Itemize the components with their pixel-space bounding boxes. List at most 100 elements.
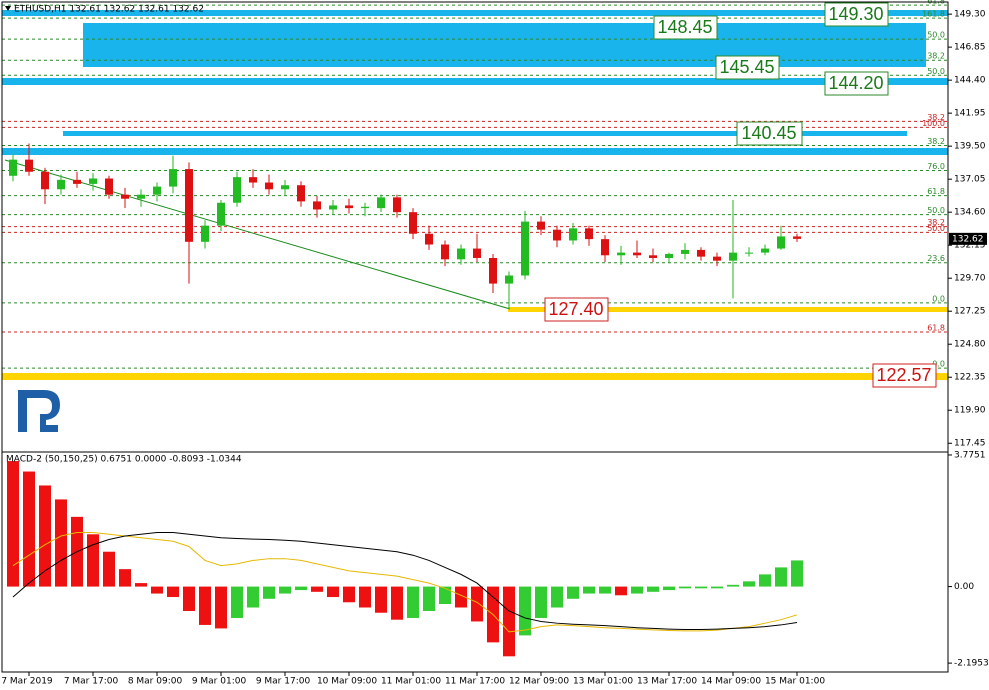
- candle-body: [393, 197, 401, 213]
- candle-body: [345, 205, 353, 209]
- histogram-bar: [199, 586, 211, 625]
- histogram-bar: [103, 551, 115, 587]
- candle-body: [585, 228, 593, 240]
- histogram-bar: [327, 586, 339, 598]
- candle-body: [409, 212, 417, 234]
- level-label: 61.8: [927, 323, 945, 332]
- candle-body: [217, 202, 225, 226]
- histogram-bar: [407, 586, 419, 618]
- candle-body: [153, 186, 161, 195]
- histogram-bar: [535, 586, 547, 618]
- y-tick-label: 119.90: [954, 406, 986, 416]
- zone: [63, 131, 907, 136]
- chart-title: ETHUSD,H1 132.61 132.62 132.61 132.62: [14, 5, 204, 15]
- y-tick-label: 0.00: [954, 582, 974, 592]
- candle-body: [313, 201, 321, 210]
- macd-line: [12, 532, 798, 630]
- candle-body: [41, 171, 49, 190]
- annotation: 140.45: [741, 123, 796, 143]
- histogram-bar: [711, 586, 723, 589]
- zone: [2, 78, 948, 85]
- logo: [18, 390, 60, 432]
- levels: 61.8161.850.038.250.038.2100.038.276.061…: [2, 0, 948, 369]
- x-tick-label: 13 Mar 01:00: [573, 677, 633, 687]
- histogram-bar: [567, 586, 579, 599]
- candle-body: [89, 178, 97, 184]
- level-label: 38.2: [927, 52, 945, 61]
- histogram-bar: [455, 586, 467, 608]
- level-label: 50.0: [927, 206, 945, 215]
- y-tick-label: -2.1953: [954, 659, 989, 669]
- candle-body: [297, 185, 305, 202]
- x-tick-label: 15 Mar 01:00: [765, 677, 825, 687]
- candle-body: [9, 159, 17, 176]
- candle-body: [617, 252, 625, 256]
- level-label: 161.8: [922, 10, 945, 19]
- histogram-bar: [775, 567, 787, 587]
- annotation-box: [653, 15, 718, 40]
- histogram-bar: [183, 586, 195, 611]
- histogram-bar: [583, 586, 595, 594]
- histogram-bar: [791, 560, 803, 587]
- histogram-bar: [519, 586, 531, 636]
- candle-body: [473, 248, 481, 258]
- histogram-bar: [695, 586, 707, 589]
- annotation-box: [544, 297, 609, 322]
- candle-body: [665, 253, 673, 258]
- x-tick-label: 8 Mar 09:00: [128, 677, 183, 687]
- annotation: 144.20: [828, 73, 883, 93]
- candle-body: [537, 221, 545, 230]
- level-label: 50.0: [927, 67, 945, 76]
- histogram-bar: [119, 569, 131, 587]
- level-label: 38.2: [927, 137, 945, 146]
- histogram-bar: [311, 586, 323, 592]
- candle-body: [777, 236, 785, 249]
- candle-body: [265, 182, 273, 190]
- histogram-bar: [727, 584, 739, 587]
- x-tick-label: 12 Mar 09:00: [509, 677, 569, 687]
- histogram-bar: [551, 586, 563, 608]
- x-tick-label: 9 Mar 17:00: [256, 677, 311, 687]
- y-tick-label: 129.70: [954, 274, 986, 284]
- x-tick-label: 11 Mar 01:00: [381, 677, 441, 687]
- x-tick-label: 9 Mar 01:00: [192, 677, 247, 687]
- y-tick-label: 144.40: [954, 76, 986, 86]
- histogram-bar: [151, 586, 163, 594]
- x-tick-label: 7 Mar 17:00: [64, 677, 119, 687]
- annotations: 149.30 148.45 145.45 144.20 140.45 127.4…: [544, 2, 937, 388]
- annotation-box: [872, 363, 937, 388]
- zone: [2, 373, 948, 380]
- candle-body: [137, 194, 145, 199]
- histogram-bar: [503, 586, 515, 657]
- level-label: 76.0: [927, 162, 945, 171]
- x-tick-label: 14 Mar 09:00: [701, 677, 761, 687]
- candle-body: [121, 194, 129, 199]
- level-label: 0.0: [932, 294, 945, 303]
- level-label: 38.2: [927, 113, 945, 122]
- zone: [2, 10, 948, 16]
- y-tick-label: 139.50: [954, 142, 986, 152]
- candle-body: [281, 185, 289, 190]
- histogram-bar: [663, 586, 675, 591]
- candles: [9, 143, 801, 310]
- annotation: 149.30: [828, 4, 883, 24]
- candle-body: [601, 239, 609, 256]
- zone: [83, 23, 926, 67]
- candle-body: [569, 228, 577, 241]
- level-label: 100.0: [922, 119, 945, 128]
- histogram-bar: [439, 586, 451, 605]
- candle-body: [185, 169, 193, 242]
- annotation: 148.45: [657, 17, 712, 37]
- x-tick-label: 10 Mar 09:00: [317, 677, 377, 687]
- annotation-box: [824, 71, 889, 96]
- candle-body: [425, 233, 433, 245]
- histogram-bar: [599, 586, 611, 594]
- histogram-bar: [263, 586, 275, 599]
- candle-body: [201, 225, 209, 242]
- annotation: 122.57: [876, 365, 931, 385]
- y-tick-label: 137.05: [954, 175, 986, 185]
- annotation-box: [736, 121, 803, 146]
- menu-arrow[interactable]: [5, 6, 11, 11]
